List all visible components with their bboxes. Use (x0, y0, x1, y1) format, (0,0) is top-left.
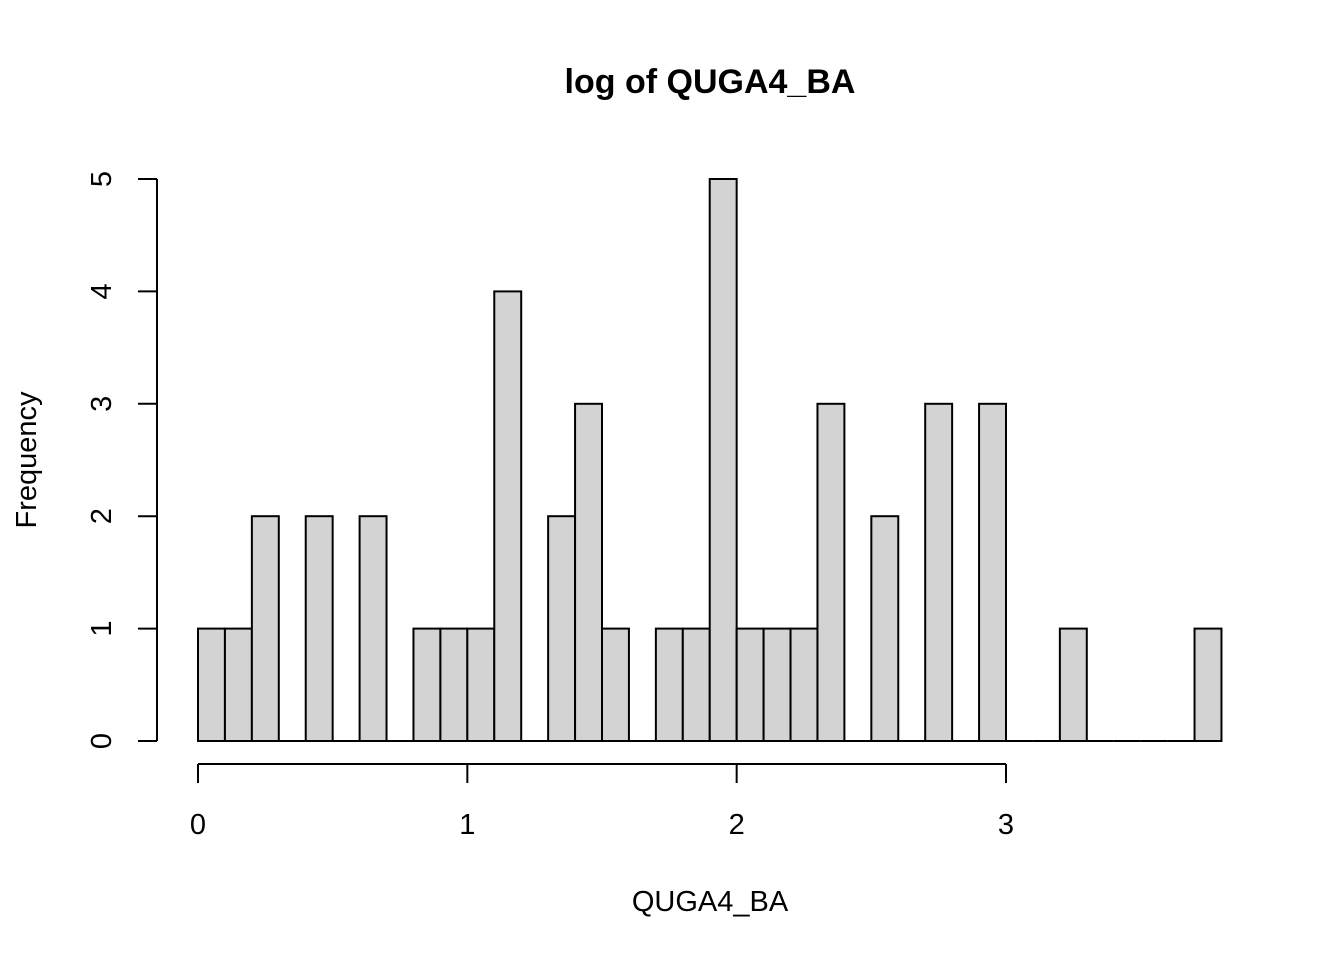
y-axis-label: Frequency (11, 391, 43, 529)
x-axis-label: QUGA4_BA (632, 886, 789, 918)
histogram-bar (1058, 627, 1088, 742)
x-tick-label: 3 (998, 809, 1014, 841)
histogram-bar (708, 178, 738, 742)
histogram-bar (924, 402, 954, 742)
histogram-bar (223, 627, 253, 742)
histogram-bar (654, 627, 684, 742)
histogram-bar (735, 627, 765, 742)
histogram-bar (439, 627, 469, 742)
y-tick-label: 3 (86, 396, 118, 412)
histogram-bar (1193, 627, 1223, 742)
y-tick-label: 0 (86, 733, 118, 749)
bars-group (197, 178, 1223, 743)
chart-title: log of QUGA4_BA (565, 63, 856, 101)
histogram-bar (358, 515, 388, 743)
histogram-bar (197, 627, 226, 742)
x-axis: 0 1 2 3 (190, 763, 1014, 841)
histogram-bar (493, 290, 523, 742)
x-tick-label: 2 (729, 809, 745, 841)
histogram-bar (574, 402, 603, 742)
histogram-bar (978, 402, 1007, 742)
histogram-bar (304, 515, 334, 743)
histogram-bar (789, 627, 819, 742)
y-tick-label: 4 (86, 283, 118, 299)
y-tick-label: 5 (86, 171, 118, 187)
x-tick-label: 1 (459, 809, 475, 841)
histogram-bar (870, 515, 900, 743)
x-tick-label: 0 (190, 809, 206, 841)
histogram-bar (250, 515, 280, 743)
y-tick-label: 1 (86, 621, 118, 637)
y-tick-label: 2 (86, 508, 118, 524)
histogram-bar (466, 627, 496, 742)
histogram-bar (816, 402, 846, 742)
histogram-bar (601, 627, 630, 742)
histogram-bar (681, 627, 711, 742)
y-axis: 0 1 2 3 4 5 (86, 171, 158, 749)
histogram-bar (547, 515, 577, 743)
histogram-bar (412, 627, 442, 742)
histogram-bar (762, 627, 792, 742)
